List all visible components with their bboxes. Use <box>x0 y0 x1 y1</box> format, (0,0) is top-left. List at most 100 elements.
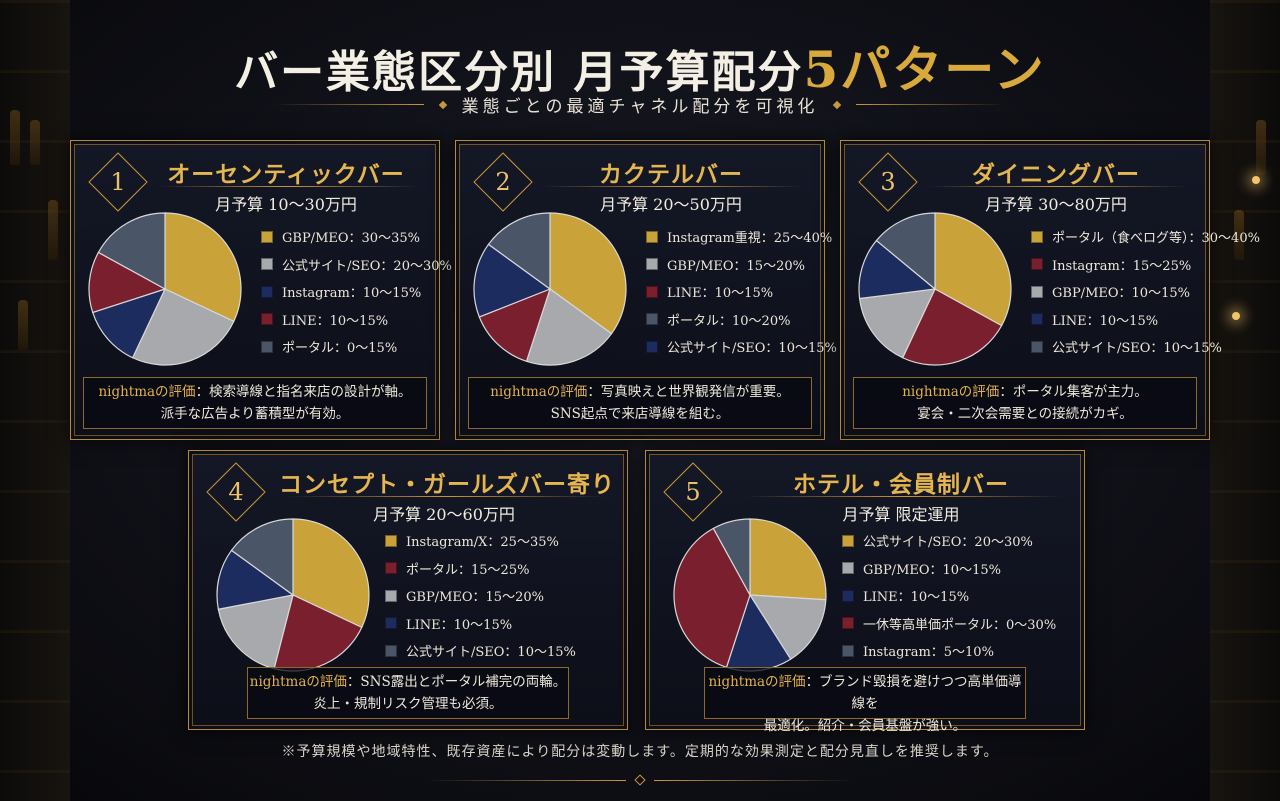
bar-shelf-right <box>1210 0 1280 801</box>
pattern-card-1: 1 オーセンティックバー 月予算 10～30万円 GBP/MEO：30～35% 公式サイ… <box>70 140 452 440</box>
legend-label: ポータル：15～25% <box>406 562 530 578</box>
card-budget: 月予算 10～30万円 <box>215 195 357 214</box>
pie-slice-4 <box>858 239 937 300</box>
legend-swatch <box>646 258 658 271</box>
note-line-1: nightmaの評価：SNS露出とポータル補完の両輪。 <box>248 671 568 693</box>
evaluation-note: nightmaの評価：検索導線と指名来店の設計が軸。 派手な広告より蓄積型が有効。 <box>83 377 427 429</box>
card-number-badge: 5 <box>663 462 723 522</box>
diamond-ornament-icon <box>634 774 646 786</box>
bottle-decoration <box>1234 210 1244 260</box>
legend-item: ポータル：15～25% <box>385 555 576 583</box>
note-text-2: 最適化。紹介・会員基盤が強い。 <box>763 718 967 734</box>
legend-swatch <box>1031 285 1043 298</box>
footnote: ※予算規模や地域特性、既存資産により配分は変動します。定期的な効果測定と配分見直… <box>281 744 999 760</box>
legend-label: LINE：10～15% <box>667 286 774 302</box>
legend-label: ポータル：10～20% <box>667 313 791 329</box>
title-main: バー業態区分別 月予算配分 <box>234 47 804 98</box>
card-number: 5 <box>685 478 701 506</box>
note-key: nightmaの評価 <box>490 384 588 400</box>
legend-swatch <box>261 230 273 243</box>
note-text-2: 派手な広告より蓄積型が有効。 <box>160 406 350 422</box>
pie-slice-4 <box>673 527 751 669</box>
bottle-decoration <box>1256 120 1266 175</box>
pie-slice-5 <box>487 212 551 291</box>
note-key: nightmaの評価 <box>708 674 806 690</box>
evaluation-note: nightmaの評価：ブランド毀損を避けつつ高単価導線を 最適化。紹介・会員基盤が… <box>704 667 1026 734</box>
note-text-1: ：ポータル集客が主力。 <box>999 384 1148 400</box>
legend-item: GBP/MEO：10～15% <box>1031 278 1260 306</box>
note-text-2: 炎上・規制リスク管理も必須。 <box>313 696 503 712</box>
legend-item: GBP/MEO：30～35% <box>261 223 452 251</box>
pie-slice-5 <box>712 518 751 596</box>
legend-label: Instagram：15～25% <box>1052 258 1192 274</box>
legend-item: GBP/MEO：10～15% <box>842 555 1056 583</box>
legend-item: 公式サイト/SEO：10～15% <box>1031 333 1260 361</box>
pie-slice-2 <box>748 594 827 660</box>
pie-chart <box>858 212 1012 366</box>
pie-chart <box>473 212 627 366</box>
footer-ornament <box>0 774 1280 786</box>
lamp-decoration <box>1232 312 1240 320</box>
legend-label: GBP/MEO：10～15% <box>1052 286 1190 302</box>
legend-label: LINE：10～15% <box>1052 313 1159 329</box>
page-subtitle: 業態ごとの最適チャネル配分を可視化 <box>461 97 819 117</box>
legend-swatch <box>842 617 854 630</box>
pattern-card-4: 4 コンセプト・ガールズバー寄り 月予算 20～60万円 Instagram/X：25… <box>188 450 628 730</box>
chart-legend: Instagram重視：25～40% GBP/MEO：15～20% LINE：10～… <box>646 223 837 361</box>
legend-swatch <box>385 644 397 657</box>
legend-swatch <box>646 285 658 298</box>
legend-item: ポータル：0～15% <box>261 333 452 361</box>
subtitle-rule-left <box>273 104 424 105</box>
card-number-badge: 4 <box>206 462 266 522</box>
page-title: バー業態区分別 月予算配分5パターン <box>0 30 1280 102</box>
legend-item: Instagram：15～25% <box>1031 251 1260 279</box>
card-title: ホテル・会員制バー <box>793 471 1009 498</box>
card-budget: 月予算 20～50万円 <box>600 195 742 214</box>
legend-label: LINE：10～15% <box>282 313 389 329</box>
legend-swatch <box>261 285 273 298</box>
pie-slice-3 <box>478 287 551 363</box>
card-title: カクテルバー <box>599 161 743 188</box>
legend-swatch <box>842 589 854 602</box>
evaluation-note: nightmaの評価：SNS露出とポータル補完の両輪。炎上・規制リスク管理も必須… <box>247 667 569 719</box>
evaluation-note: nightmaの評価：写真映えと世界観発信が重要。 SNS起点で来店導線を組む。 <box>468 377 812 429</box>
subtitle-rule-right <box>856 104 1007 105</box>
pie-chart <box>216 518 370 672</box>
pie-slice-1 <box>749 518 827 601</box>
legend-item: LINE：10～15% <box>261 306 452 334</box>
legend-swatch <box>1031 313 1043 326</box>
card-title-rule <box>159 186 417 187</box>
legend-item: 公式サイト/SEO：10～15% <box>385 637 576 665</box>
legend-swatch <box>385 562 397 575</box>
note-text-2: SNS起点で来店導線を組む。 <box>550 406 730 422</box>
lamp-decoration <box>1252 176 1260 184</box>
legend-label: 公式サイト/SEO：10～15% <box>667 341 837 357</box>
footer-rule-left <box>426 779 626 781</box>
pie-chart <box>673 518 827 672</box>
diamond-ornament-icon <box>438 100 447 109</box>
evaluation-note: nightmaの評価：ポータル集客が主力。 宴会・二次会需要との接続がカギ。 <box>853 377 1197 429</box>
chart-legend: GBP/MEO：30～35% 公式サイト/SEO：20～30% Instagram：… <box>261 223 452 361</box>
pie-slice-2 <box>901 288 1003 366</box>
legend-item: ポータル：10～20% <box>646 306 837 334</box>
card-number: 3 <box>880 168 896 196</box>
note-text-1: ：SNS露出とポータル補完の両輪。 <box>346 674 567 690</box>
pie-chart <box>88 212 242 366</box>
legend-label: Instagram重視：25～40% <box>667 231 833 247</box>
legend-label: GBP/MEO：10～15% <box>863 562 1001 578</box>
note-key: nightmaの評価 <box>902 384 1000 400</box>
subtitle-row: 業態ごとの最適チャネル配分を可視化 <box>0 92 1280 117</box>
legend-label: 一休等高単価ポータル：0～30% <box>863 617 1057 633</box>
legend-item: LINE：10～15% <box>385 610 576 638</box>
legend-item: Instagram重視：25～40% <box>646 223 837 251</box>
footer-rule-right <box>654 779 854 781</box>
pattern-card-2: 2 カクテルバー月予算 20～50万円 Instagram重視：25～40% GBP/… <box>455 140 837 440</box>
pie-slice-5 <box>230 518 294 597</box>
diamond-ornament-icon <box>833 100 842 109</box>
pattern-card-3: 3 ダイニングバー 月予算 30～80万円 ポータル（食べログ等）：30～40% Ins… <box>840 140 1260 440</box>
legend-label: 公式サイト/SEO：20～30% <box>863 535 1033 551</box>
note-text-1: ：写真映えと世界観発信が重要。 <box>587 384 790 400</box>
legend-swatch <box>1031 258 1043 271</box>
legend-swatch <box>1031 340 1043 353</box>
card-number: 2 <box>495 168 511 196</box>
